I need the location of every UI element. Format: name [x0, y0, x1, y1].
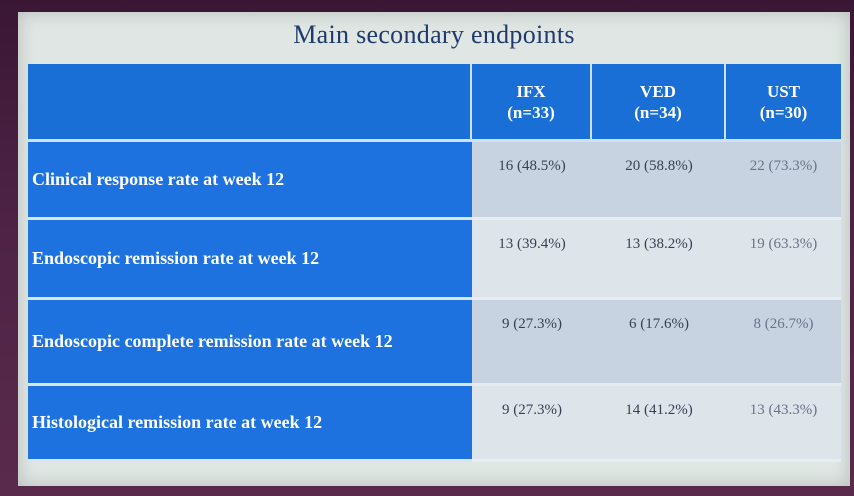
column-n: (n=33) — [507, 102, 555, 122]
table-cell: 14 (41.2%) — [592, 386, 726, 462]
row-label: Clinical response rate at week 12 — [28, 142, 472, 220]
column-n: (n=30) — [759, 102, 808, 122]
table-row: Histological remission rate at week 12 9… — [28, 386, 841, 462]
table-row: Endoscopic complete remission rate at we… — [28, 300, 841, 386]
table-cell: 13 (38.2%) — [592, 220, 726, 300]
column-header-ust: UST (n=30) — [726, 64, 841, 142]
table-row: Endoscopic remission rate at week 12 13 … — [28, 220, 841, 300]
column-n: (n=34) — [634, 102, 682, 122]
slide-title: Main secondary endpoints — [293, 20, 575, 49]
table-cell: 13 (39.4%) — [472, 220, 592, 300]
row-label: Endoscopic remission rate at week 12 — [28, 220, 472, 300]
column-name: VED — [640, 81, 676, 101]
table-cell: 19 (63.3%) — [726, 220, 841, 300]
column-header-ifx: IFX (n=33) — [472, 64, 592, 142]
table-cell: 9 (27.3%) — [472, 300, 592, 386]
table-row: Clinical response rate at week 12 16 (48… — [28, 142, 841, 220]
row-label: Histological remission rate at week 12 — [28, 386, 472, 462]
header-corner-cell — [28, 64, 472, 142]
table-cell: 22 (73.3%) — [726, 142, 841, 220]
table-cell: 9 (27.3%) — [472, 386, 592, 462]
endpoints-table: IFX (n=33) VED (n=34) UST (n=30) Clinica… — [28, 64, 841, 462]
table-cell: 8 (26.7%) — [726, 300, 841, 386]
table-cell: 20 (58.8%) — [592, 142, 726, 220]
row-label: Endoscopic complete remission rate at we… — [28, 300, 472, 386]
column-name: IFX — [516, 81, 546, 101]
table-cell: 16 (48.5%) — [472, 142, 592, 220]
table-cell: 13 (43.3%) — [726, 386, 841, 462]
presentation-slide: Main secondary endpoints IFX (n=33) VED … — [18, 12, 850, 486]
table-cell: 6 (17.6%) — [592, 300, 726, 386]
table-header-row: IFX (n=33) VED (n=34) UST (n=30) — [28, 64, 841, 142]
column-header-ved: VED (n=34) — [592, 64, 726, 142]
column-name: UST — [766, 81, 801, 101]
